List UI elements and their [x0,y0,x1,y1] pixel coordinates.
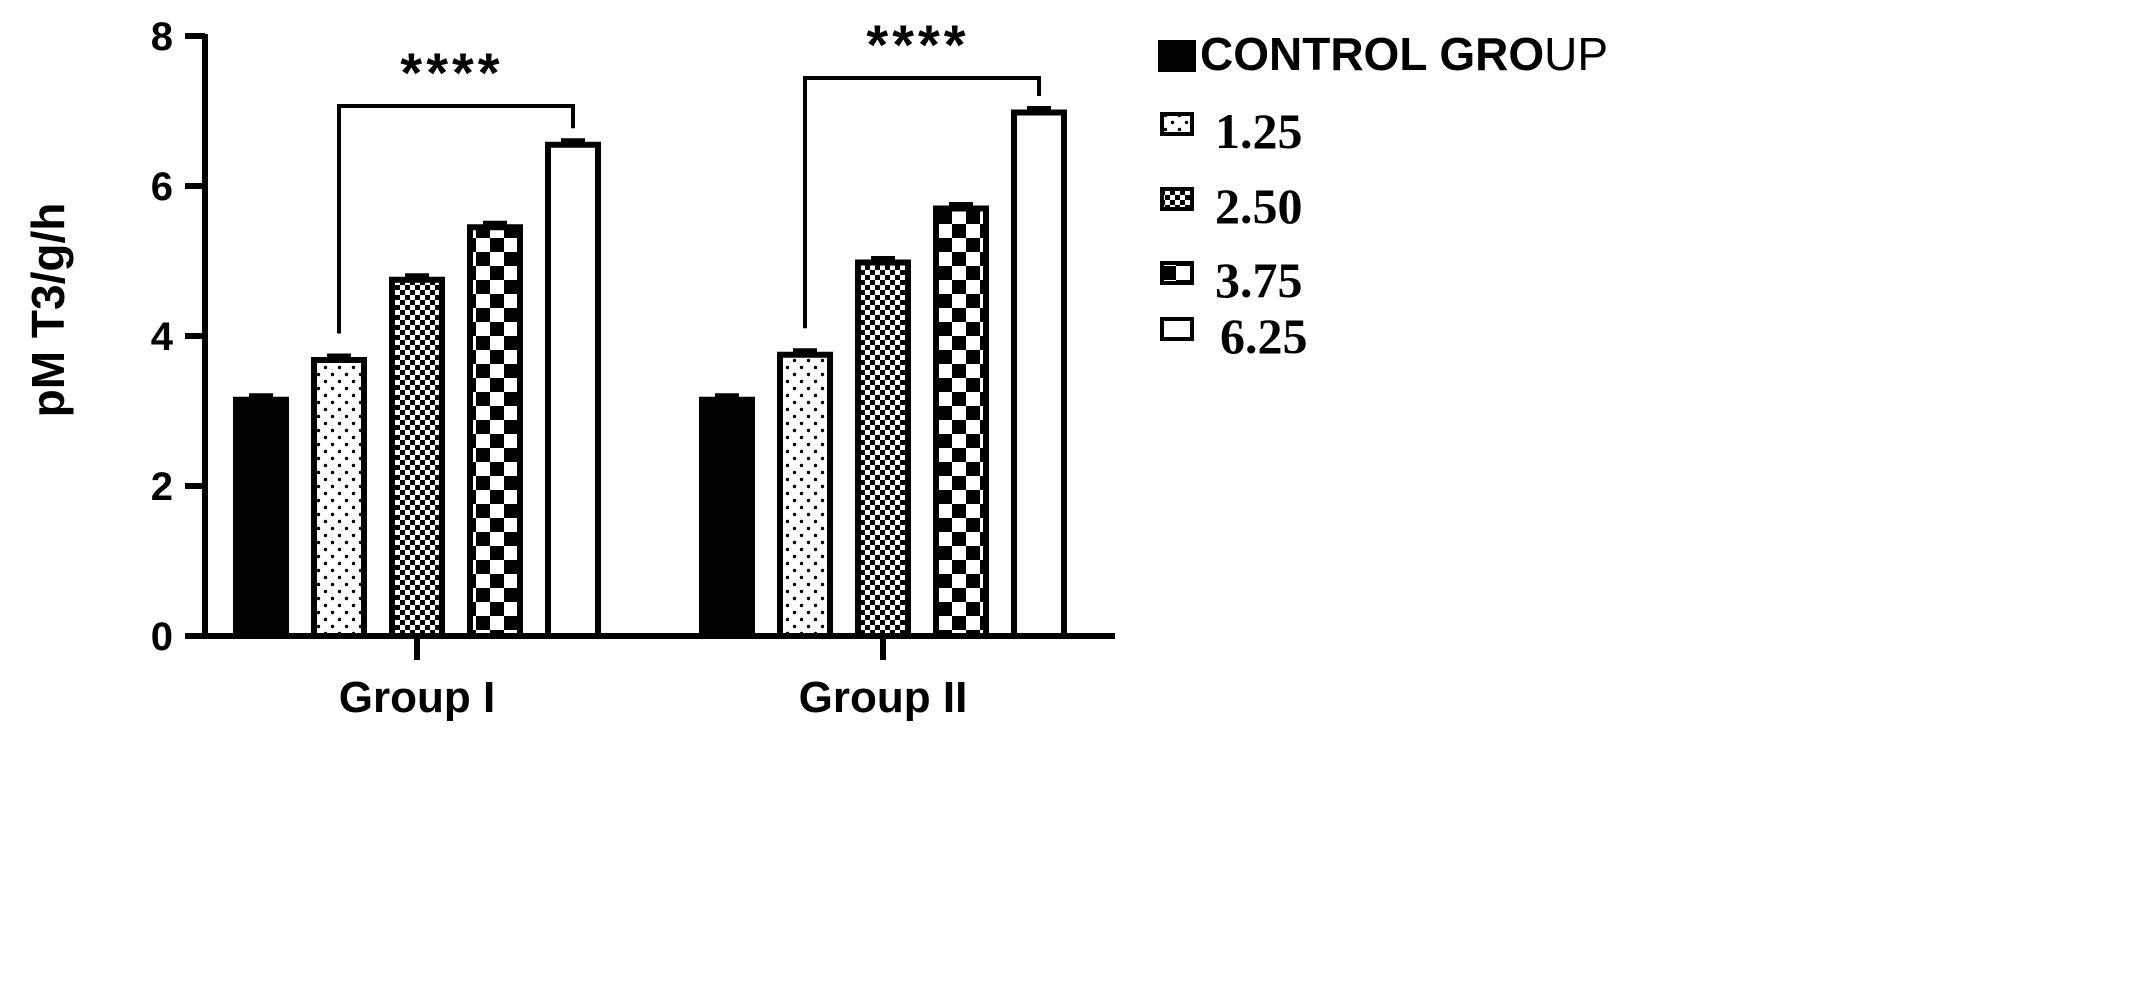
legend-label: 6.25 [1220,308,1308,364]
bar [233,396,289,639]
bar [855,259,911,639]
legend-swatch [1160,317,1194,341]
bar [545,141,601,639]
bars [233,106,1067,639]
bar [389,276,445,639]
bar [1011,109,1067,639]
bar [777,351,833,639]
legend-swatch [1160,261,1194,285]
x-category-label: Group I [339,673,495,722]
y-tick-label: 4 [151,315,174,359]
legend-label: CONTROL GROUP [1200,28,1608,80]
y-axis-label: pM T3/g/h [22,203,74,418]
significance-bracket [337,104,575,334]
bar [467,224,523,639]
bar [933,205,989,639]
significance-brackets: **** **** [337,13,1041,334]
y-tick-label: 6 [151,165,173,209]
significance-marker: **** [400,41,503,104]
y-tick-label: 0 [151,615,173,659]
legend-label: 2.50 [1215,178,1303,234]
legend-label: 1.25 [1215,103,1303,159]
legend-swatch [1160,112,1194,136]
x-category-label: Group II [799,673,968,722]
y-tick-label: 8 [151,15,173,59]
bar [311,357,367,639]
significance-bracket [803,76,1041,329]
y-tick-label: 2 [151,465,173,509]
significance-marker: **** [866,13,969,76]
legend: CONTROL GROUP 1.25 2.50 3.756.25 [1158,28,1608,364]
legend-swatch [1158,40,1196,72]
legend-label: 3.75 [1215,252,1303,308]
bar [699,396,755,639]
legend-swatch [1160,187,1194,211]
